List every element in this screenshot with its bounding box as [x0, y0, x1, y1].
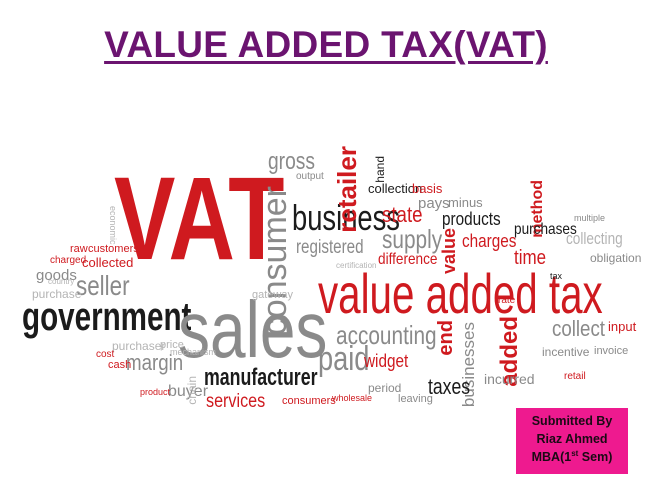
cloud-word: consumers	[282, 395, 336, 407]
cloud-word: hand	[373, 156, 387, 183]
cloud-word: seller	[76, 270, 130, 301]
cloud-word: retail	[564, 371, 586, 382]
cloud-word: raw	[70, 243, 88, 255]
cloud-word: government	[22, 295, 192, 339]
cloud-word: purchases	[514, 221, 577, 238]
cloud-word: state	[382, 202, 423, 227]
cloud-word: buyer	[168, 383, 209, 400]
cloud-word: taxes	[428, 374, 471, 399]
slide-title: VALUE ADDED TAX(VAT)	[104, 24, 548, 65]
cloud-word: pays	[418, 195, 450, 212]
cloud-word: accounting	[336, 320, 437, 350]
cloud-word: certification	[336, 261, 377, 270]
cloud-word: services	[206, 391, 266, 412]
cloud-word: collect	[552, 316, 606, 341]
cloud-word: value added tax	[318, 262, 603, 325]
cloud-word: widget	[364, 351, 409, 371]
cloud-word: mechanism	[170, 347, 217, 357]
cloud-word: collection	[368, 181, 423, 196]
author-program: MBA(1st Sem)	[531, 449, 613, 465]
cloud-word: incurred	[484, 371, 535, 387]
cloud-word: difference	[378, 251, 438, 268]
cloud-word: minus	[448, 195, 483, 210]
cloud-word: collected	[82, 255, 134, 270]
cloud-word: sales	[178, 285, 328, 374]
cloud-word: VAT	[114, 153, 285, 285]
cloud-word: gross	[268, 148, 315, 175]
cloud-word: time	[514, 247, 547, 269]
cloud-word: basis	[412, 181, 443, 196]
cloud-word: collecting	[566, 229, 623, 248]
cloud-word: wholesale	[332, 393, 373, 403]
cloud-word: registered	[296, 237, 364, 258]
cloud-word: gateway	[252, 289, 293, 301]
cloud-word: country	[48, 277, 75, 286]
cloud-word: manufacturer	[204, 364, 318, 391]
cloud-word: tax	[550, 271, 563, 281]
cloud-word: chain	[185, 376, 199, 405]
cloud-word: purchaser	[112, 339, 166, 353]
cloud-word: incentive	[542, 345, 590, 359]
cloud-word: leaving	[398, 393, 433, 405]
cloud-word: paid	[318, 340, 370, 378]
cloud-word: obligation	[590, 251, 642, 265]
cloud-word: goods	[36, 267, 77, 284]
cloud-word: business	[292, 197, 400, 238]
cloud-word: supply	[382, 224, 443, 254]
submitted-by-box: Submitted By Riaz Ahmed MBA(1st Sem)	[516, 408, 628, 474]
cloud-word: period	[368, 381, 402, 395]
cloud-word: margin	[126, 350, 184, 375]
cloud-word: end	[435, 320, 457, 356]
cloud-word: cost	[96, 349, 115, 360]
cloud-word: rate	[498, 295, 516, 306]
cloud-word: price	[160, 339, 184, 351]
cloud-word: retailer	[332, 146, 362, 233]
cloud-word: customers	[88, 243, 139, 255]
cloud-word: value	[439, 228, 459, 275]
cloud-word: consumer	[256, 186, 294, 336]
cloud-word: charged	[50, 255, 87, 266]
cloud-word: cash	[108, 359, 132, 371]
cloud-word: input	[608, 319, 637, 334]
author-name: Riaz Ahmed	[536, 432, 608, 446]
cloud-word: output	[296, 171, 324, 182]
submitted-by-label: Submitted By	[531, 414, 613, 428]
cloud-word: economic	[108, 206, 118, 245]
cloud-word: charges	[462, 231, 517, 251]
cloud-word: product	[140, 387, 171, 397]
cloud-word: multiple	[574, 213, 606, 223]
cloud-word: purchase	[32, 287, 82, 301]
cloud-word: products	[442, 209, 501, 229]
cloud-word: invoice	[594, 345, 629, 357]
